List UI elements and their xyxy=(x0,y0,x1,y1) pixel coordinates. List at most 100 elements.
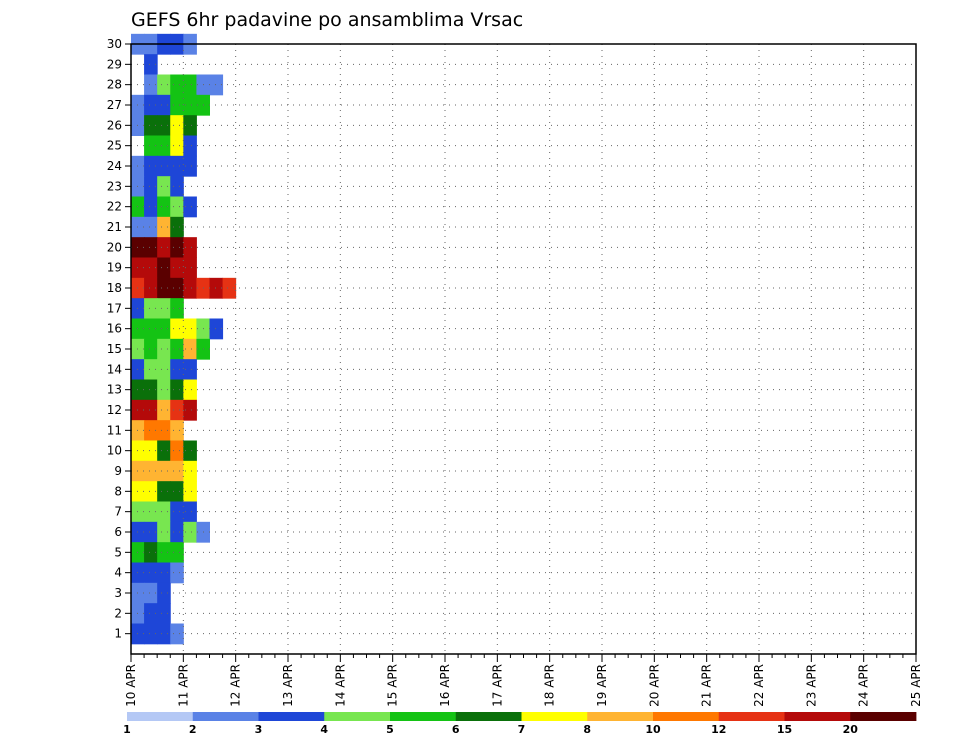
precip-cell xyxy=(157,196,171,218)
precip-cell xyxy=(157,115,171,136)
precip-cell xyxy=(170,176,184,197)
x-tick-label: 11 APR xyxy=(176,664,190,707)
y-tick-label: 16 xyxy=(107,322,122,336)
precip-cell xyxy=(157,257,171,279)
precip-cell xyxy=(144,94,158,116)
precip-cell xyxy=(157,562,171,584)
precip-cells xyxy=(131,33,237,645)
y-tick-label: 15 xyxy=(107,342,122,356)
plot-frame xyxy=(130,43,917,655)
precip-cell xyxy=(144,359,158,380)
precip-cell xyxy=(170,481,184,502)
colorbar-swatch xyxy=(718,712,785,721)
colorbar-swatch xyxy=(258,712,325,721)
y-tick-label: 13 xyxy=(107,383,122,397)
y-tick-label: 11 xyxy=(107,423,122,437)
precip-cell xyxy=(170,155,184,177)
precip-cell xyxy=(157,318,171,340)
precip-cell xyxy=(183,460,197,482)
y-axis: 1234567891011121314151617181920212223242… xyxy=(107,37,131,641)
y-tick-label: 17 xyxy=(107,301,122,315)
precip-cell xyxy=(170,562,184,584)
precip-cell xyxy=(183,440,197,462)
x-tick-label: 19 APR xyxy=(595,664,609,707)
precip-cell xyxy=(183,257,197,279)
precip-cell xyxy=(170,298,184,319)
precip-cell xyxy=(183,379,197,401)
grid-lines xyxy=(131,43,916,654)
y-tick-label: 27 xyxy=(107,98,122,112)
precip-cell xyxy=(157,399,171,421)
precip-cell xyxy=(183,338,197,360)
precip-cell xyxy=(157,379,171,401)
precip-cell xyxy=(144,521,158,543)
colorbar-swatch xyxy=(455,712,522,721)
precip-cell xyxy=(157,440,171,462)
precip-cell xyxy=(144,277,158,299)
x-tick-label: 24 APR xyxy=(857,664,871,707)
precip-cell xyxy=(144,379,158,401)
y-tick-label: 24 xyxy=(107,159,122,173)
precip-cell xyxy=(170,318,184,340)
precip-cell xyxy=(144,501,158,523)
precip-cell xyxy=(183,481,197,502)
colorbar-swatch xyxy=(587,712,654,721)
precip-cell xyxy=(170,115,184,136)
colorbar-label: 1 xyxy=(123,723,131,736)
precip-cell xyxy=(183,94,197,116)
colorbar-label: 5 xyxy=(386,723,394,736)
precip-cell xyxy=(157,277,171,299)
precip-cell xyxy=(144,623,158,645)
y-tick-label: 4 xyxy=(114,566,122,580)
y-tick-label: 6 xyxy=(114,525,122,539)
colorbar: 1 2 3 4 5 6 7 8 10 12 15 20 xyxy=(123,712,917,736)
precip-cell xyxy=(157,74,171,96)
precip-cell xyxy=(183,135,197,157)
y-tick-label: 7 xyxy=(114,505,122,519)
precip-cell xyxy=(183,155,197,177)
precip-cell xyxy=(170,196,184,218)
precip-cell xyxy=(157,338,171,360)
precip-cell xyxy=(144,155,158,177)
colorbar-label: 20 xyxy=(843,723,859,736)
precip-cell xyxy=(183,399,197,421)
x-tick-label: 18 APR xyxy=(543,664,557,707)
y-tick-label: 30 xyxy=(107,37,122,51)
y-tick-label: 18 xyxy=(107,281,122,295)
precip-cell xyxy=(170,359,184,380)
precip-cell xyxy=(183,521,197,543)
precip-cell xyxy=(157,481,171,502)
y-tick-label: 9 xyxy=(114,464,122,478)
precip-cell xyxy=(183,277,197,299)
precip-cell xyxy=(144,74,158,96)
precip-cell xyxy=(222,277,237,299)
y-tick-label: 26 xyxy=(107,118,122,132)
precip-cell xyxy=(144,237,158,258)
precip-cell xyxy=(170,216,184,238)
x-tick-label: 15 APR xyxy=(386,664,400,707)
colorbar-swatch xyxy=(784,712,851,721)
colorbar-label: 3 xyxy=(255,723,263,736)
precip-cell xyxy=(209,318,224,340)
precip-cell xyxy=(209,277,224,299)
precip-cell xyxy=(170,501,184,523)
colorbar-swatch xyxy=(653,712,720,721)
x-tick-label: 22 APR xyxy=(752,664,766,707)
x-tick-label: 14 APR xyxy=(333,664,347,707)
precip-cell xyxy=(170,74,184,96)
x-tick-label: 21 APR xyxy=(700,664,714,707)
precip-cell xyxy=(157,460,171,482)
precip-cell xyxy=(157,582,171,604)
precip-cell xyxy=(183,74,197,96)
precip-cell xyxy=(144,318,158,340)
precip-cell xyxy=(170,379,184,401)
chart-title: GEFS 6hr padavine po ansamblima Vrsac xyxy=(131,9,523,31)
y-tick-label: 2 xyxy=(114,606,122,620)
precip-cell xyxy=(144,440,158,462)
colorbar-label: 4 xyxy=(320,723,328,736)
y-tick-label: 19 xyxy=(107,261,122,275)
precip-cell xyxy=(144,257,158,279)
precip-cell xyxy=(183,318,197,340)
precip-cell xyxy=(170,420,184,441)
x-tick-label: 25 APR xyxy=(909,664,923,707)
